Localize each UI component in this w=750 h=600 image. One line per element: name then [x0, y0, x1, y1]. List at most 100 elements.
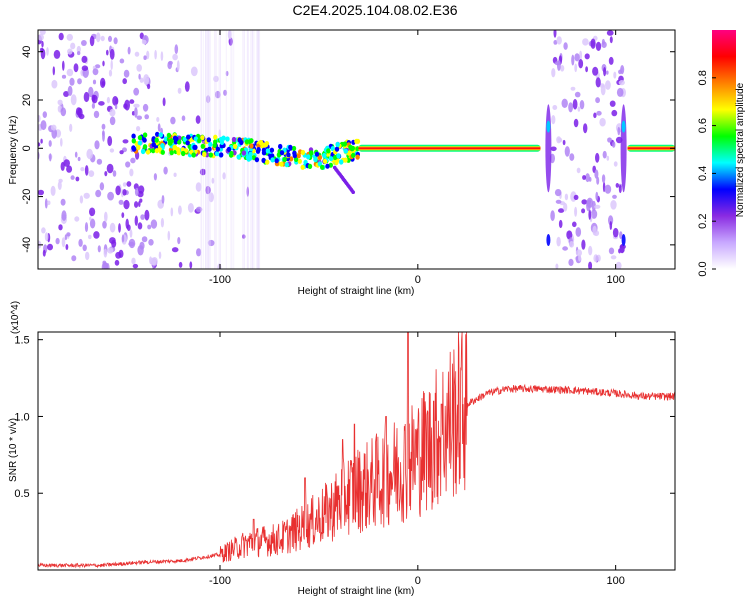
noise-speckle	[123, 103, 128, 109]
noise-speckle	[570, 86, 576, 91]
noise-speckle	[561, 98, 568, 109]
noise-speckle	[595, 97, 600, 104]
noise-speckle	[618, 80, 625, 86]
carrier-blob	[142, 144, 148, 150]
noise-speckle	[160, 51, 164, 61]
noise-speckle	[51, 128, 57, 139]
carrier-blob	[131, 138, 136, 144]
carrier-blob	[354, 138, 359, 144]
noise-speckle	[93, 110, 100, 119]
carrier-blob	[350, 145, 355, 151]
noise-speckle	[111, 239, 117, 248]
carrier-blob	[151, 142, 156, 148]
noise-speckle	[172, 53, 178, 61]
noise-speckle	[136, 126, 141, 132]
noise-speckle	[573, 118, 579, 128]
carrier-signal	[131, 131, 675, 194]
noise-speckle	[189, 261, 193, 269]
noise-speckle	[577, 106, 581, 112]
noise-speckle	[89, 207, 96, 217]
noise-speckle	[106, 49, 109, 56]
noise-speckle	[618, 184, 622, 194]
noise-speckle	[575, 227, 582, 237]
spectrogram-panel: -100 0 100 -40 -20 0 20 40 Height of straight l…	[8, 29, 676, 297]
noise-speckle	[122, 189, 127, 196]
noise-speckle	[121, 234, 125, 243]
y-tick-label: -40	[21, 237, 33, 253]
noise-speckle	[38, 33, 44, 41]
noise-speckle	[196, 248, 202, 257]
noise-speckle	[205, 186, 211, 195]
noise-speckle	[569, 241, 575, 248]
noise-speckle	[562, 246, 568, 251]
noise-speckle	[594, 169, 599, 179]
noise-speckle	[81, 65, 89, 71]
noise-speckle	[154, 49, 157, 60]
carrier-blob	[284, 162, 289, 168]
noise-speckle	[604, 184, 612, 194]
noise-speckle	[581, 199, 588, 205]
noise-speckle	[214, 90, 221, 99]
noise-speckle	[41, 227, 46, 234]
carrier-blob	[355, 154, 360, 160]
carrier-blob	[296, 153, 301, 159]
noise-speckle	[122, 139, 129, 144]
carrier-blob	[206, 137, 211, 143]
x-tick-label: 0	[415, 575, 421, 587]
noise-speckle	[96, 158, 103, 165]
noise-speckle	[73, 63, 79, 73]
noise-speckle	[555, 263, 559, 269]
noise-speckle	[77, 156, 81, 162]
spectrogram-ticks: -100 0 100 -40 -20 0 20 40	[21, 30, 675, 286]
noise-speckle	[553, 30, 557, 38]
noise-speckle	[48, 140, 52, 147]
noise-speckle	[207, 239, 215, 247]
carrier-blob	[192, 144, 197, 150]
carrier-blob	[207, 146, 212, 152]
carrier-blob	[322, 152, 327, 159]
carrier-blob	[317, 154, 323, 161]
noise-speckle	[139, 77, 144, 83]
y-tick-label: 1.0	[14, 411, 29, 423]
carrier-blob	[151, 137, 156, 143]
carrier-blob	[322, 158, 328, 164]
noise-speckle	[52, 66, 55, 76]
noise-speckle	[564, 146, 570, 157]
noise-speckle	[612, 227, 619, 238]
noise-speckle	[106, 163, 114, 174]
noise-speckle	[89, 218, 96, 229]
snr-panel: -100 0 100 0.5 1.0 1.5 Height of straight lin…	[8, 301, 676, 597]
noise-speckle	[572, 221, 577, 228]
noise-speckle	[60, 137, 63, 147]
x-tick-label: 100	[606, 575, 624, 587]
carrier-blob	[131, 133, 136, 139]
noise-speckle	[178, 261, 183, 268]
carrier-blob	[261, 142, 266, 148]
noise-speckle	[83, 91, 90, 103]
noise-speckle	[222, 172, 226, 180]
noise-speckle	[133, 103, 140, 108]
carrier-blob	[136, 144, 141, 150]
noise-speckle	[44, 198, 48, 209]
band-edge	[545, 104, 552, 247]
carrier-blob	[173, 145, 178, 151]
carrier-blob	[297, 158, 302, 164]
band-edge-blob	[546, 120, 551, 133]
noise-speckle	[140, 214, 145, 220]
spectrogram-x-label: Height of straight line (km)	[298, 286, 415, 297]
noise-speckle	[588, 245, 593, 256]
noise-streak	[247, 30, 249, 269]
noise-speckle	[94, 140, 100, 150]
noise-speckle	[102, 220, 107, 229]
band-edge-blob	[621, 120, 626, 133]
carrier-blob	[334, 159, 339, 166]
carrier-blob	[167, 140, 172, 146]
noise-speckle	[55, 237, 60, 245]
noise-speckle	[102, 60, 105, 67]
noise-speckle	[78, 113, 85, 120]
noise-speckle	[74, 216, 80, 222]
noise-speckle	[158, 251, 162, 259]
band-edge-blob	[546, 234, 551, 247]
carrier-line	[358, 144, 541, 152]
noise-speckle	[592, 225, 597, 236]
